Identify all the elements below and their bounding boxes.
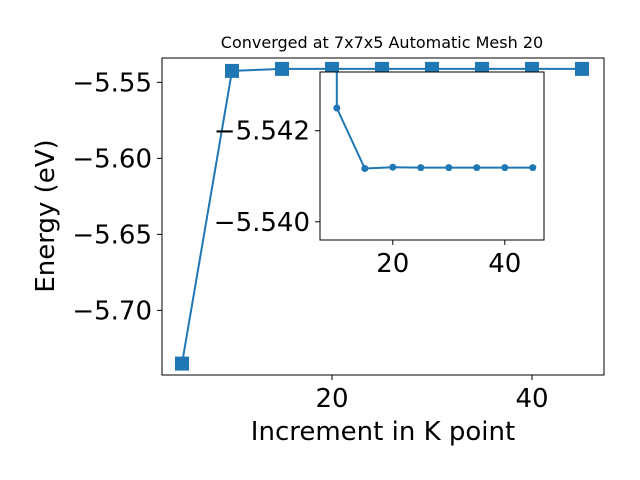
main-axes-frame bbox=[161, 57, 605, 376]
main-x-ticks: 20 40 bbox=[315, 375, 549, 414]
inset-axes-frame bbox=[319, 71, 545, 241]
inset-y-tick-label: −5.542 bbox=[214, 117, 310, 147]
inset-data-point bbox=[445, 164, 453, 172]
inset-series-line bbox=[335, 107, 533, 170]
x-axis-label: Increment in K point bbox=[251, 417, 515, 447]
main-data-point bbox=[225, 63, 239, 78]
y-axis-label: Energy (eV) bbox=[31, 139, 61, 292]
main-chart: Converged at 7x7x5 Automatic Mesh 20 20 4… bbox=[31, 33, 605, 447]
main-x-tick-label: 40 bbox=[515, 384, 548, 414]
inset-data-point bbox=[389, 163, 397, 171]
inset-x-tick-label: 20 bbox=[376, 249, 409, 279]
inset-chart: 20 40 −5.542−5.540 bbox=[214, 71, 545, 279]
main-x-tick-label: 20 bbox=[315, 384, 348, 414]
chart-title: Converged at 7x7x5 Automatic Mesh 20 bbox=[221, 33, 543, 52]
inset-y-ticks: −5.542 −5.540 bbox=[214, 117, 320, 238]
inset-series bbox=[333, 72, 537, 172]
main-data-point bbox=[275, 61, 289, 76]
inset-plot-area bbox=[333, 72, 537, 172]
inset-data-point bbox=[361, 165, 369, 172]
inset-y-tick-label: −5.540 bbox=[214, 208, 310, 238]
inset-data-point bbox=[333, 104, 341, 112]
main-data-point bbox=[575, 61, 589, 76]
inset-x-tick-label: 40 bbox=[488, 249, 521, 279]
main-data-point bbox=[175, 356, 189, 371]
inset-data-point bbox=[529, 164, 537, 172]
main-y-ticks: −5.55 −5.60 −5.65 −5.70 bbox=[72, 68, 162, 326]
main-y-tick-label: −5.70 bbox=[72, 296, 152, 326]
main-y-tick-label: −5.60 bbox=[72, 144, 152, 174]
inset-x-ticks: 20 40 bbox=[376, 240, 521, 279]
main-y-tick-label: −5.65 bbox=[72, 220, 152, 250]
inset-data-point bbox=[501, 164, 509, 172]
main-y-tick-label: −5.55 bbox=[72, 68, 152, 98]
inset-background bbox=[320, 72, 544, 240]
inset-data-point bbox=[473, 164, 481, 172]
inset-data-point bbox=[417, 164, 425, 172]
